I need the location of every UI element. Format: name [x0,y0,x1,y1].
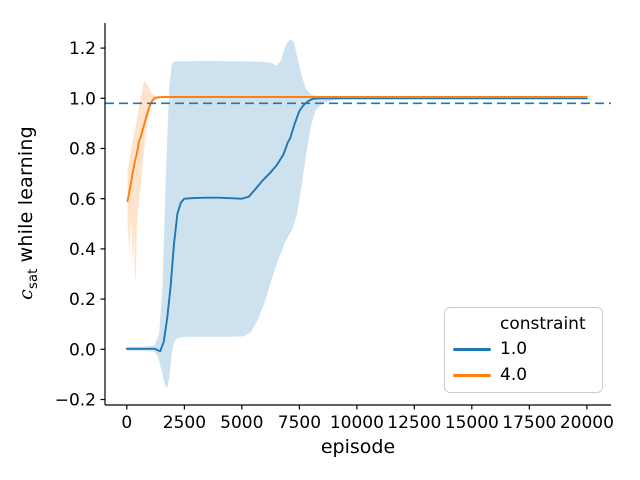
legend-line-orange-icon [453,373,491,377]
legend: constraint 1.0 4.0 [444,307,603,393]
y-tick-label: 0.8 [69,140,96,160]
legend-title-row: constraint [453,312,594,337]
y-axis-label-rest: while learning [15,126,38,269]
x-tick-label: 12500 [387,413,441,433]
x-tick-label: 17500 [502,413,556,433]
x-tick-label: 7500 [278,413,321,433]
y-tick-label: 0.2 [69,290,96,310]
series-line-4.0 [126,96,588,203]
x-tick-label: 5000 [220,413,263,433]
legend-entry-constraint-4: 4.0 [453,363,594,388]
x-tick-label: 15000 [445,413,499,433]
legend-title: constraint [500,314,586,335]
y-tick-label: −0.2 [55,391,96,411]
legend-entry-label: 4.0 [500,364,528,385]
x-axis-label: episode [320,436,396,458]
x-tick-label: 0 [121,413,132,433]
y-axis-label-subscript: sat [25,268,41,290]
y-tick-label: 0.0 [69,340,96,360]
y-tick-label: 0.6 [69,190,96,210]
y-axis-label-var: c [15,289,38,300]
x-tick-label: 2500 [163,413,206,433]
y-axis-label: csat while learning [15,126,41,300]
series-line-1.0 [125,97,588,353]
legend-entry-constraint-1: 1.0 [453,337,594,362]
x-tick-label: 10000 [330,413,384,433]
confidence-band-1.0 [126,39,587,389]
y-tick-label: 1.0 [69,89,96,109]
y-tick-label: 0.4 [69,240,96,260]
legend-line-blue-icon [453,348,491,352]
y-tick-label: 1.2 [69,39,96,59]
legend-entry-label: 1.0 [500,339,528,360]
x-tick-label: 20000 [560,413,614,433]
